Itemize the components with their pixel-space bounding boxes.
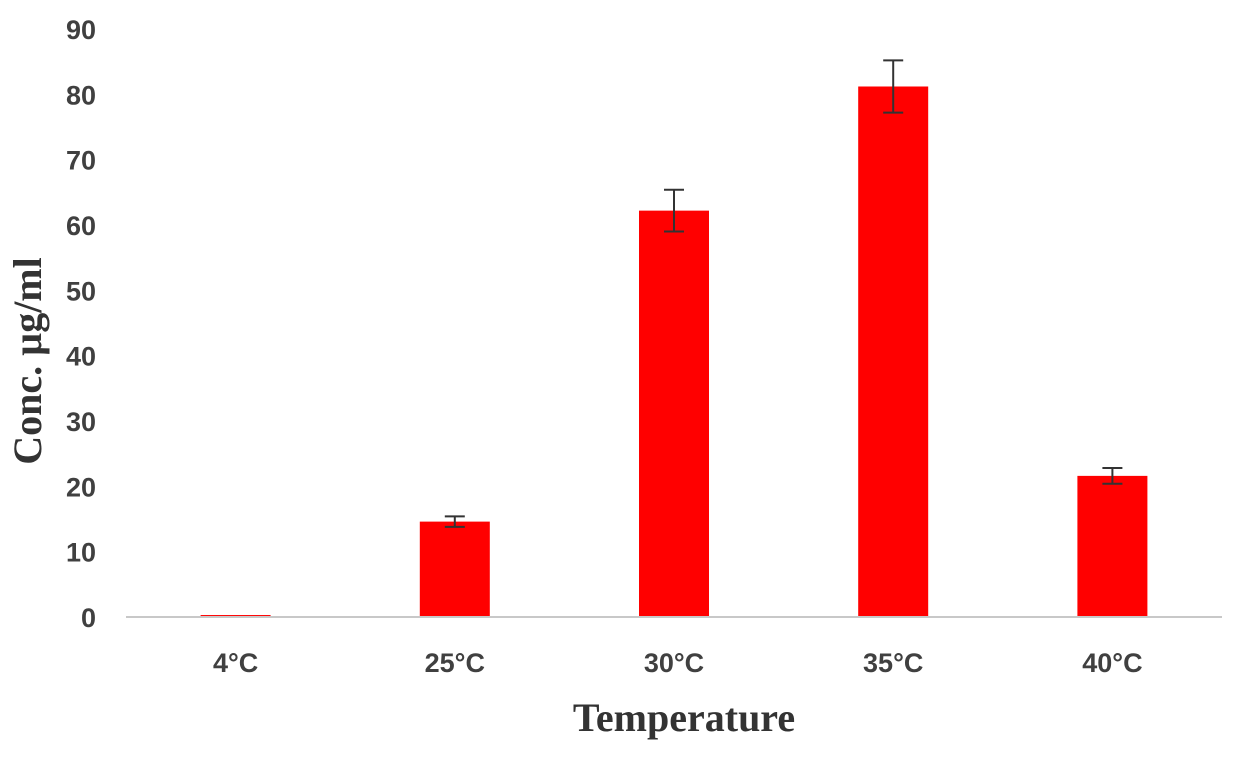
bars [200,86,1148,618]
x-tick-label: 40°C [1082,648,1142,678]
x-tick-label: 30°C [644,648,704,678]
x-tick-label: 25°C [425,648,485,678]
x-axis-ticks: 4°C 25°C 30°C 35°C 40°C [213,648,1143,678]
error-bars [444,59,1123,528]
y-tick-label: 30 [66,407,96,437]
x-tick-label: 4°C [213,648,258,678]
x-tick-label: 35°C [863,648,923,678]
bar [1077,475,1148,617]
y-tick-label: 20 [66,472,96,502]
error-bar [883,59,904,114]
y-axis-ticks: 0 10 20 30 40 50 60 70 80 90 [66,15,96,633]
x-axis-title: Temperature [573,695,795,740]
error-bar [664,188,684,233]
y-axis-title: Conc. µg/ml [5,257,50,464]
error-bar [444,515,465,528]
y-tick-label: 40 [66,342,96,372]
bar [858,86,929,617]
error-bar [1102,467,1123,485]
y-tick-label: 90 [66,15,96,45]
y-tick-label: 60 [66,211,96,241]
y-tick-label: 50 [66,276,96,306]
y-tick-label: 80 [66,80,96,110]
y-tick-label: 0 [81,603,96,633]
y-tick-label: 10 [66,538,96,568]
bar [639,210,709,618]
y-tick-label: 70 [66,146,96,176]
bar [419,521,490,617]
